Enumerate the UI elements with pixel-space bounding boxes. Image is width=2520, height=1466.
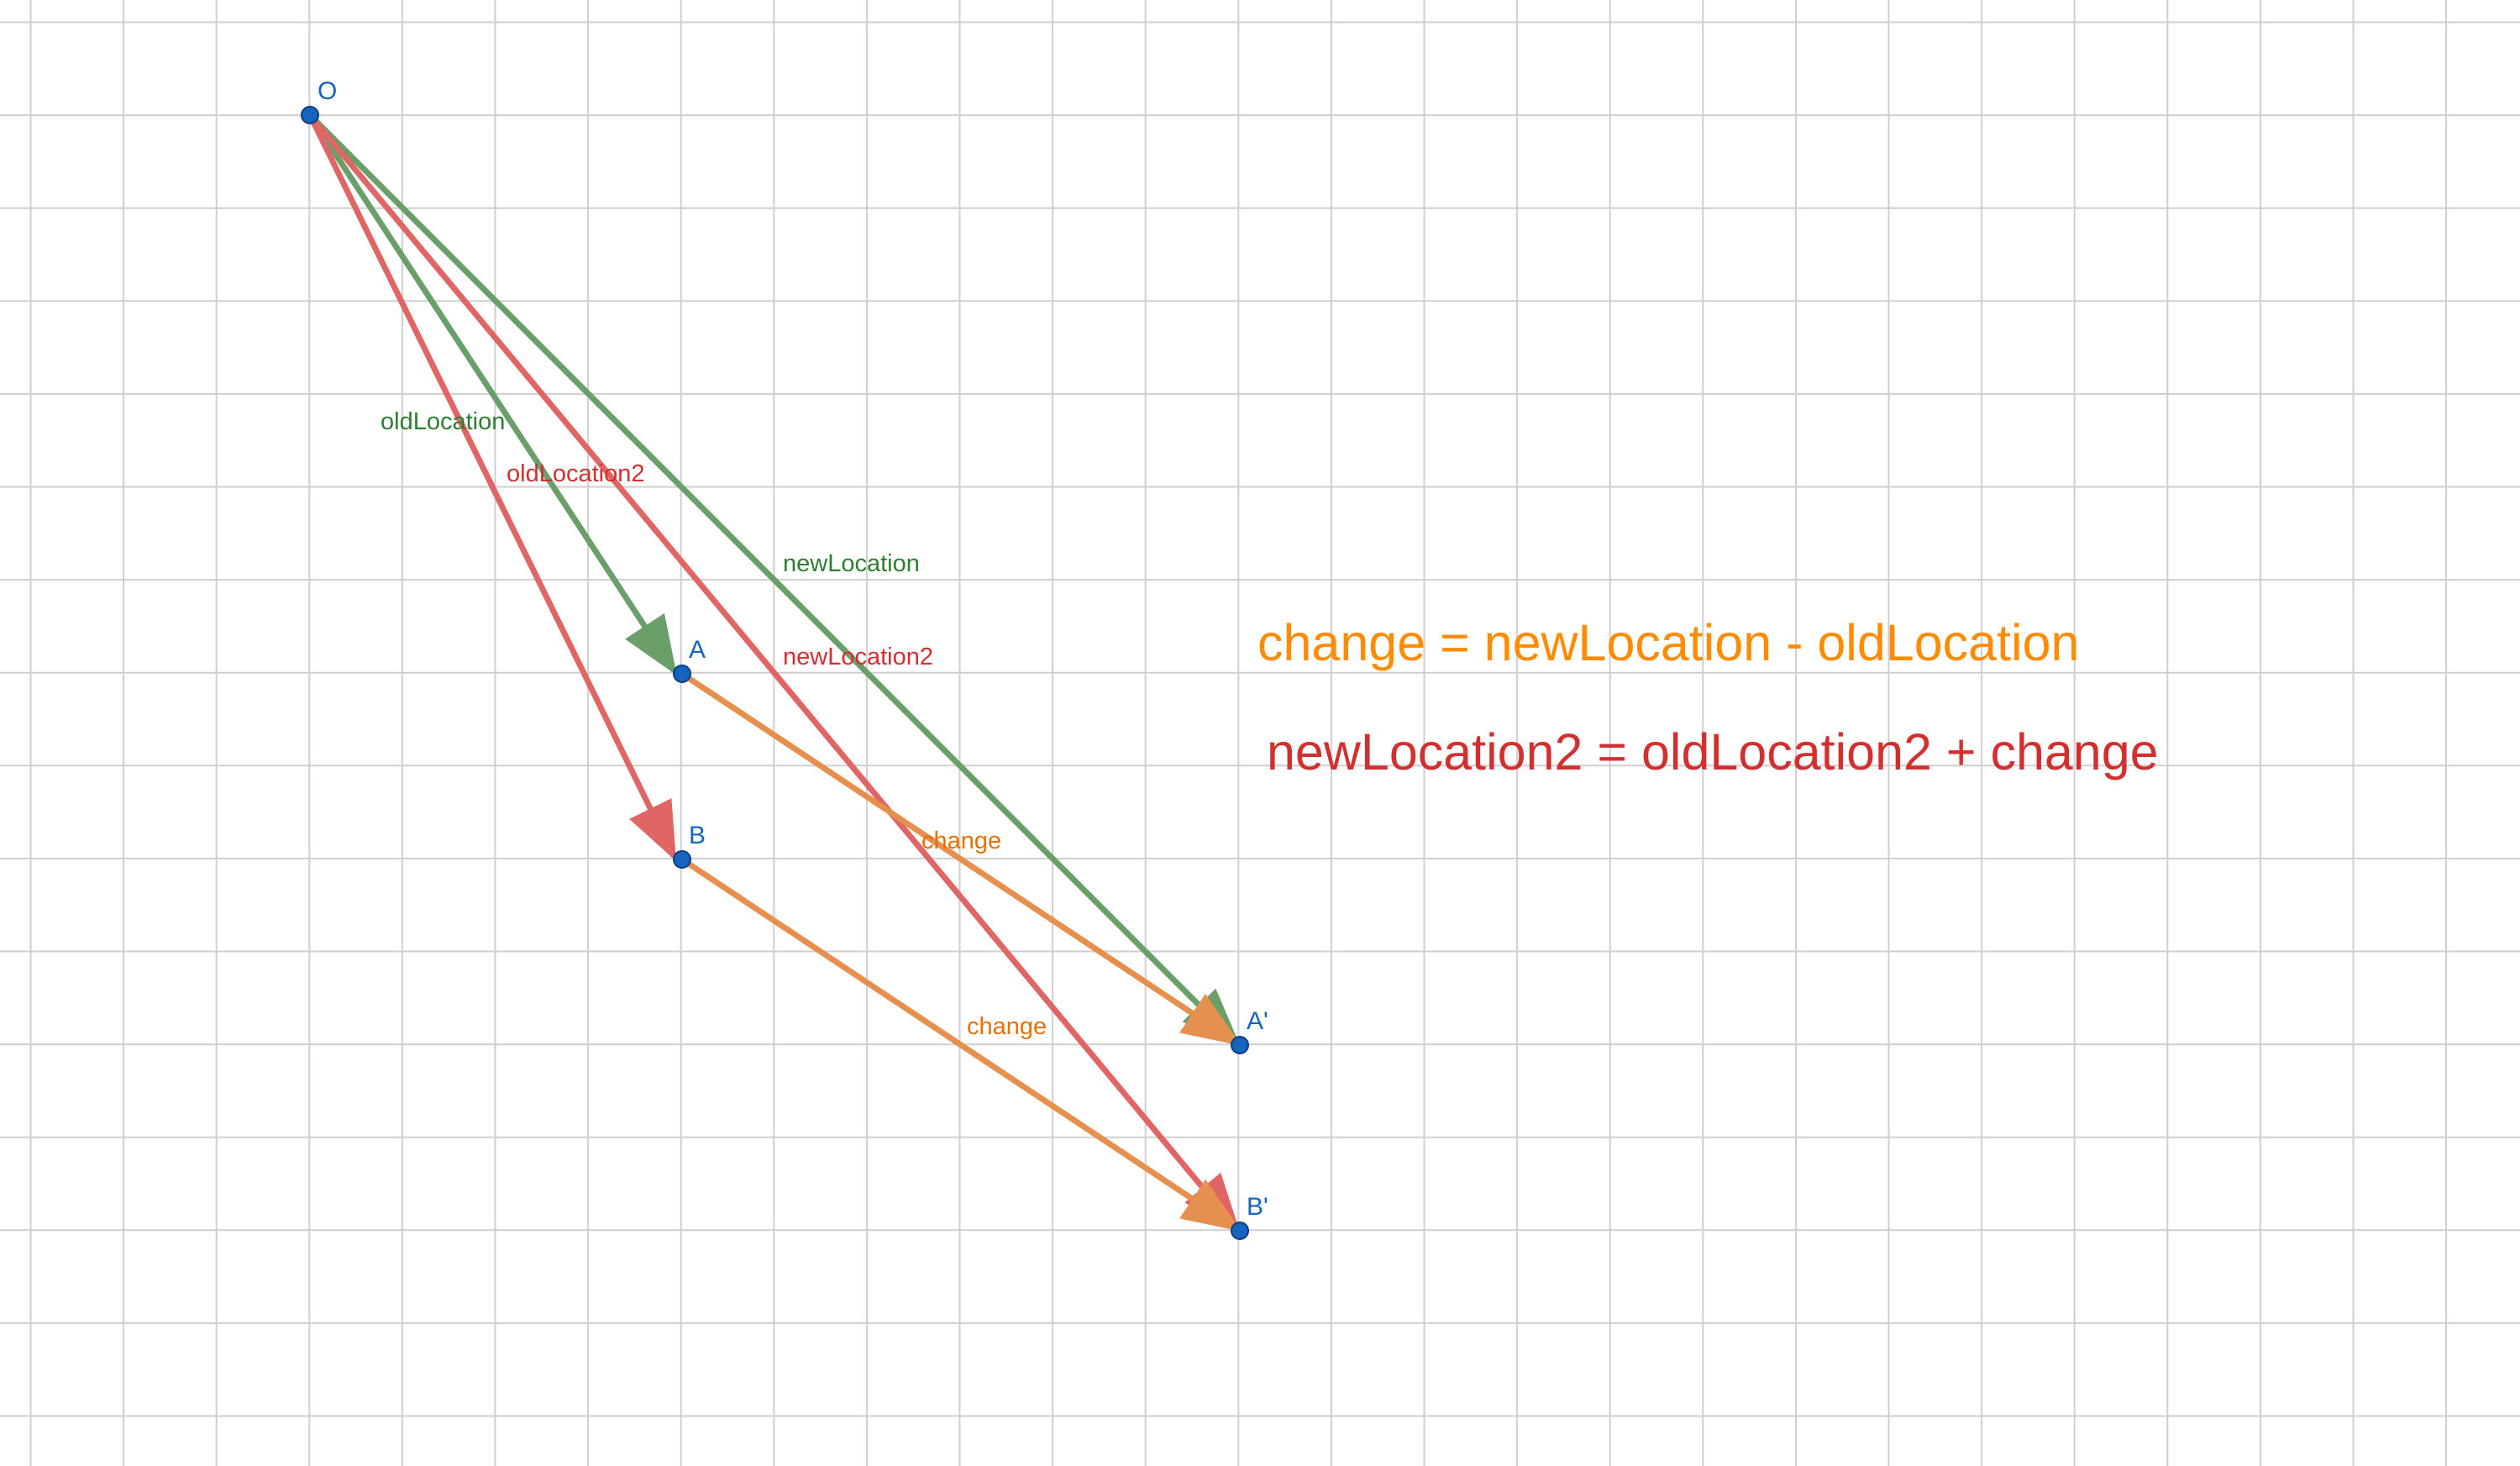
vector-oldLocation2[interactable] — [307, 113, 677, 862]
formula-change: change = newLocation - oldLocation — [1257, 614, 2079, 671]
point-label-A: A — [689, 636, 706, 664]
vector-oldLocation[interactable] — [307, 113, 677, 675]
point-label-B-prime: B' — [1247, 1193, 1268, 1221]
label-change-b: change — [967, 1013, 1047, 1040]
label-oldLocation2: oldLocation2 — [507, 460, 644, 487]
label-newLocation: newLocation — [783, 550, 920, 577]
vector-change-b[interactable] — [680, 857, 1242, 1232]
label-change-a: change — [921, 828, 1001, 854]
point-label-O: O — [318, 77, 337, 105]
label-newLocation2: newLocation2 — [783, 644, 933, 670]
point-label-A-prime: A' — [1247, 1007, 1268, 1035]
point-O[interactable] — [301, 106, 319, 124]
vector-newLocation2[interactable] — [307, 113, 1241, 1233]
point-label-B: B — [689, 822, 706, 849]
label-oldLocation: oldLocation — [381, 408, 505, 435]
vector-change-a[interactable] — [680, 671, 1242, 1046]
point-A-prime[interactable] — [1231, 1036, 1249, 1054]
point-B[interactable] — [673, 850, 691, 869]
point-A[interactable] — [673, 665, 691, 683]
point-B-prime[interactable] — [1231, 1222, 1249, 1240]
vector-newLocation[interactable] — [307, 113, 1241, 1047]
formula-newLocation2: newLocation2 = oldLocation2 + change — [1267, 723, 2159, 780]
